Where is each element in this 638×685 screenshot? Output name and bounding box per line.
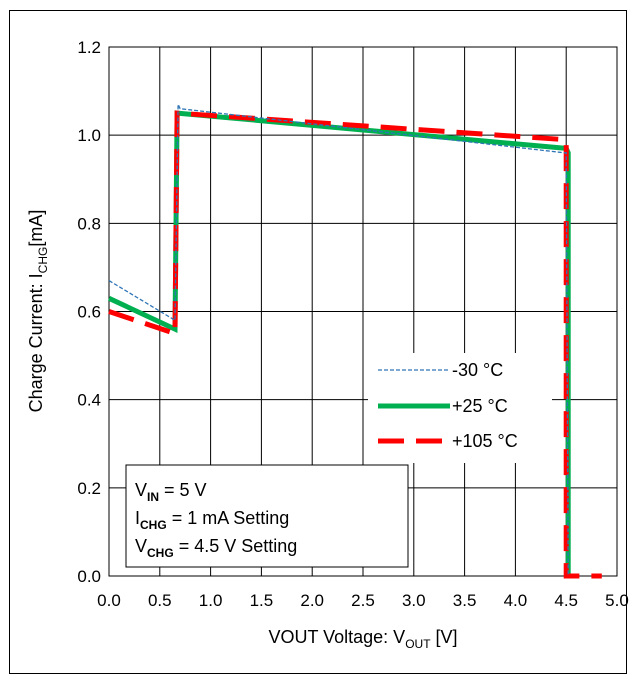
x-tick-label: 1.5 [250,591,274,610]
x-tick-label: 0.0 [97,591,121,610]
x-tick-label: 2.0 [300,591,324,610]
tick-labels: 0.0 0.5 1.0 1.5 2.0 2.5 3.0 3.5 4.0 4.5 5.0 0.0 0.2 0… [77,38,628,610]
y-tick-label: 0.8 [77,214,101,233]
series-line-0 [108,104,569,577]
condition-note: VIN = 5 V ICHG = 1 mA Setting VCHG = 4.5… [125,464,409,568]
x-axis-title: VOUT Voltage: VOUT [V] [268,627,457,651]
y-tick-label: 1.0 [77,126,101,145]
x-tick-label: 1.0 [199,591,223,610]
y-axis-title: Charge Current: ICHG[mA] [26,210,50,413]
x-tick-label: 3.5 [453,591,477,610]
condition-line-ichg: ICHG = 1 mA Setting [135,508,289,532]
condition-line-vchg: VCHG = 4.5 V Setting [135,536,297,560]
x-axis-title-unit: [V] [431,627,458,647]
legend: -30 °C +25 °C +105 °C [368,353,552,463]
legend-label-minus30: -30 °C [452,360,503,380]
condition-note-box [125,464,409,568]
series-layer [107,104,602,579]
x-tick-label: 4.0 [504,591,528,610]
y-axis-title-main: Charge Current: I [26,273,46,412]
y-tick-label: 0.4 [77,391,101,410]
y-tick-label: 0.2 [77,479,101,498]
y-axis-title-unit: [mA] [26,210,46,247]
series-line-2 [108,110,602,579]
x-tick-label: 2.5 [351,591,375,610]
x-tick-label: 5.0 [605,591,629,610]
y-tick-label: 0.0 [77,567,101,586]
legend-label-plus105: +105 °C [452,431,518,451]
condition-line-vin: VIN = 5 V [135,480,207,504]
x-axis-title-main: VOUT Voltage: V [268,627,405,647]
y-tick-label: 0.6 [77,303,101,322]
x-axis-title-sub: OUT [405,637,431,651]
x-tick-label: 4.5 [554,591,578,610]
legend-label-plus25: +25 °C [452,396,508,416]
x-tick-label: 0.5 [148,591,172,610]
y-tick-label: 1.2 [77,38,101,57]
x-tick-label: 3.0 [402,591,426,610]
y-axis-title-sub: CHG [36,247,50,274]
